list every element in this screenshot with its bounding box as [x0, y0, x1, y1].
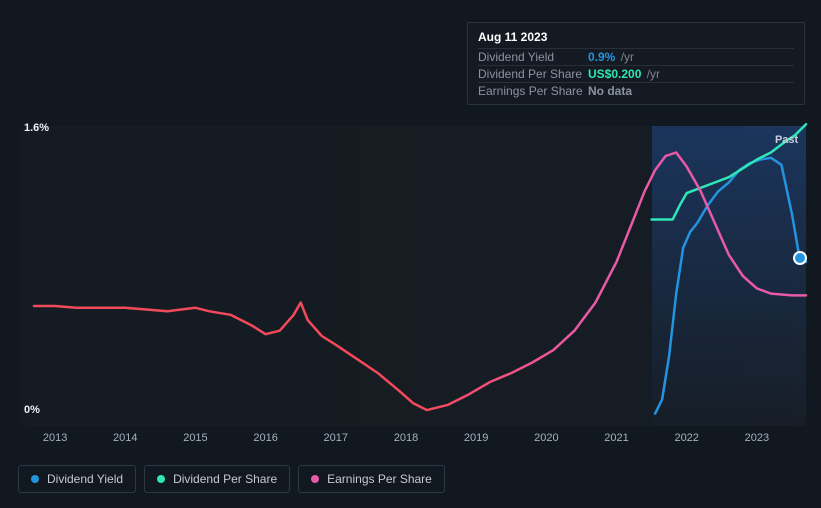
x-axis-label: 2016 [253, 432, 277, 444]
tooltip-row: Earnings Per ShareNo data [478, 82, 794, 99]
legend: Dividend Yield Dividend Per Share Earnings… [18, 465, 445, 493]
legend-item-label: Earnings Per Share [327, 472, 432, 486]
legend-item-dividend_per_share[interactable]: Dividend Per Share [144, 465, 290, 493]
tooltip-row-suffix: /yr [643, 67, 660, 81]
tooltip-row-suffix: /yr [617, 50, 634, 64]
tooltip-row-value: 0.9% /yr [588, 50, 634, 64]
x-axis-label: 2019 [464, 432, 488, 444]
tooltip-row-label: Dividend Yield [478, 50, 588, 64]
x-axis-label: 2015 [183, 432, 207, 444]
chart-lines [20, 126, 806, 426]
tooltip-row: Dividend Per ShareUS$0.200 /yr [478, 65, 794, 82]
x-axis-label: 2020 [534, 432, 558, 444]
tooltip-row-label: Earnings Per Share [478, 84, 588, 98]
x-axis-label: 2023 [745, 432, 769, 444]
legend-dot-icon [31, 475, 39, 483]
legend-item-label: Dividend Per Share [173, 472, 277, 486]
chart: Past 0%1.6% 2013201420152016201720182019… [18, 126, 808, 426]
tooltip-date: Aug 11 2023 [478, 30, 794, 44]
x-axis-label: 2017 [324, 432, 348, 444]
tooltip-row-value: US$0.200 /yr [588, 67, 660, 81]
legend-dot-icon [311, 475, 319, 483]
x-axis-label: 2018 [394, 432, 418, 444]
x-axis-label: 2013 [43, 432, 67, 444]
x-axis-label: 2022 [674, 432, 698, 444]
series-line-dividend_yield [655, 158, 806, 414]
y-axis-label: 0% [24, 404, 40, 416]
tooltip-row-label: Dividend Per Share [478, 67, 588, 81]
tooltip-row-value: No data [588, 84, 632, 98]
x-axis-label: 2021 [604, 432, 628, 444]
legend-item-label: Dividend Yield [47, 472, 123, 486]
chart-tooltip: Aug 11 2023 Dividend Yield0.9% /yrDivide… [467, 22, 805, 105]
tooltip-row: Dividend Yield0.9% /yr [478, 48, 794, 65]
y-axis-label: 1.6% [24, 122, 49, 134]
legend-item-dividend_yield[interactable]: Dividend Yield [18, 465, 136, 493]
data-point-marker [793, 251, 807, 265]
legend-dot-icon [157, 475, 165, 483]
x-axis-label: 2014 [113, 432, 137, 444]
past-label: Past [775, 134, 798, 146]
plot-area[interactable]: Past [20, 126, 806, 426]
legend-item-earnings_per_share[interactable]: Earnings Per Share [298, 465, 445, 493]
